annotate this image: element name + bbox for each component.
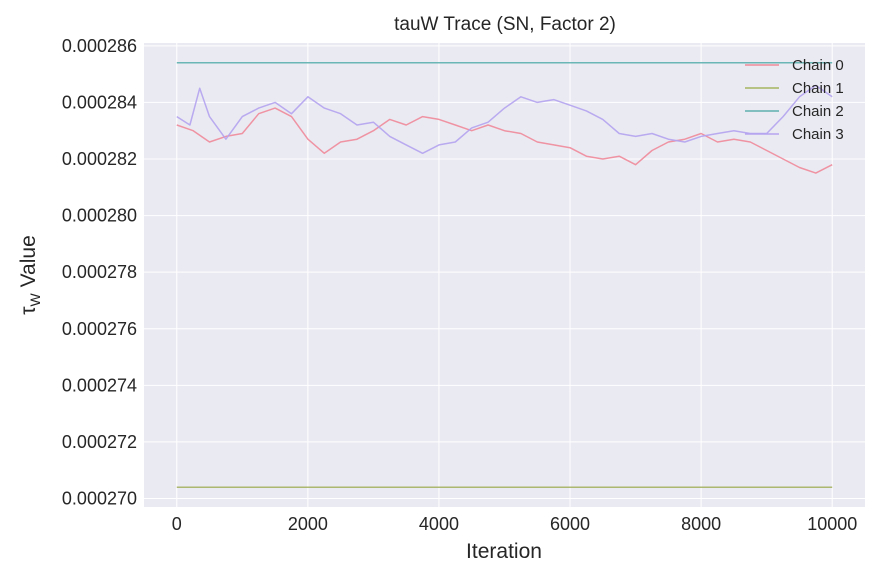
y-tick-label: 0.000286 [62, 36, 137, 56]
y-tick-label: 0.000280 [62, 206, 137, 226]
y-tick-label: 0.000282 [62, 149, 137, 169]
series-line-chain-0 [176, 107, 833, 174]
y-tick-label: 0.000274 [62, 375, 137, 395]
legend-label-chain-1: Chain 1 [792, 80, 844, 97]
grid [144, 43, 865, 507]
x-axis-ticks: 0 2000 4000 6000 8000 10000 [172, 514, 857, 534]
legend: Chain 0 Chain 1 Chain 2 Chain 3 [745, 57, 844, 143]
plot-area [144, 43, 865, 507]
x-tick-label: 10000 [807, 514, 857, 534]
x-tick-label: 4000 [419, 514, 459, 534]
y-axis-label-subscript: W [27, 292, 43, 306]
x-tick-label: 0 [172, 514, 182, 534]
x-tick-label: 6000 [550, 514, 590, 534]
y-axis-label-symbol: τ [17, 306, 40, 315]
y-axis-ticks: 0.000270 0.000272 0.000274 0.000276 0.000278… [62, 36, 137, 509]
y-tick-label: 0.000270 [62, 489, 137, 509]
series-lines [176, 62, 833, 488]
chart-title: tauW Trace (SN, Factor 2) [394, 14, 616, 35]
y-tick-label: 0.000276 [62, 319, 137, 339]
legend-label-chain-3: Chain 3 [792, 126, 844, 143]
y-axis-label: τW Value [17, 235, 43, 315]
y-axis-label-text: Value [17, 235, 40, 293]
y-tick-label: 0.000272 [62, 432, 137, 452]
series-line-chain-3 [176, 84, 833, 155]
x-axis-label: Iteration [466, 540, 542, 563]
y-tick-label: 0.000278 [62, 262, 137, 282]
legend-label-chain-0: Chain 0 [792, 57, 844, 74]
x-tick-label: 2000 [288, 514, 328, 534]
legend-label-chain-2: Chain 2 [792, 103, 844, 120]
x-tick-label: 8000 [681, 514, 721, 534]
y-tick-label: 0.000284 [62, 92, 137, 112]
